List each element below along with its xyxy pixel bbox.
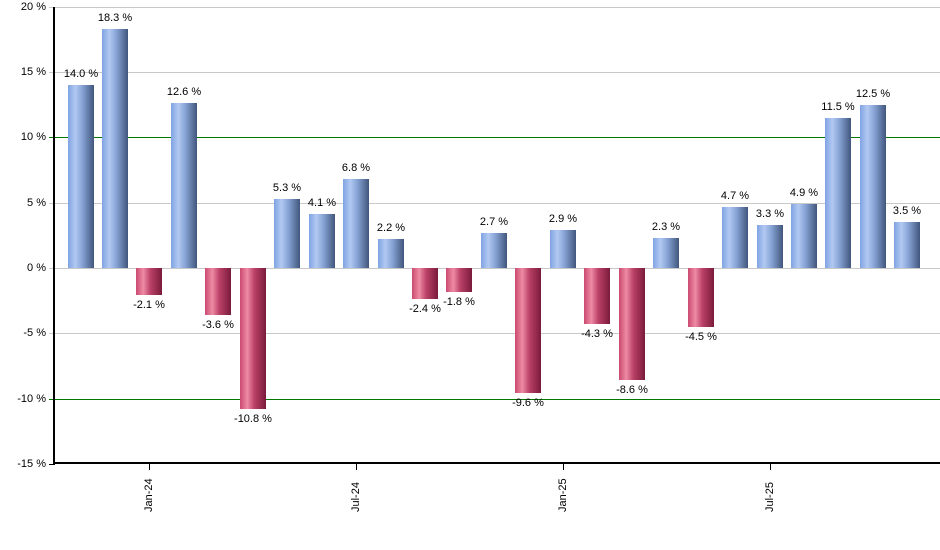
bar-value-label: 2.7 %: [479, 216, 509, 228]
bar-positive: [378, 239, 404, 268]
bar-value-label: 2.2 %: [376, 222, 406, 234]
bar-positive: [343, 179, 369, 268]
bar-negative: [205, 268, 231, 315]
x-axis-tick-label: Jan-24: [143, 478, 155, 512]
gridline: [49, 333, 940, 334]
bar-positive: [550, 230, 576, 268]
bar-value-label: 4.9 %: [789, 187, 819, 199]
x-axis-line: [53, 462, 940, 464]
bar-value-label: -9.6 %: [512, 397, 544, 409]
y-axis-tick-label: 10 %: [20, 131, 46, 143]
bar-positive: [68, 85, 94, 268]
bar-value-label: 2.9 %: [548, 213, 578, 225]
bar-value-label: -8.6 %: [616, 384, 648, 396]
bar-value-label: 11.5 %: [821, 101, 855, 113]
gridline: [49, 268, 940, 269]
bar-value-label: -3.6 %: [202, 319, 234, 331]
bar-value-label: 2.3 %: [651, 221, 681, 233]
y-axis-tick-label: 0 %: [27, 262, 46, 274]
bar-positive: [274, 199, 300, 268]
bar-value-label: -4.5 %: [685, 331, 717, 343]
bar-value-label: 12.5 %: [855, 88, 891, 100]
y-axis-tick-label: 20 %: [20, 1, 46, 13]
bar-positive: [309, 214, 335, 268]
bar-value-label: 18.3 %: [97, 12, 133, 24]
bar-negative: [240, 268, 266, 409]
x-axis-tick-label: Jul-24: [350, 482, 362, 512]
bar-value-label: 3.3 %: [755, 208, 785, 220]
y-axis-tick-label: 15 %: [20, 66, 46, 78]
bar-positive: [481, 233, 507, 268]
y-axis-tick-label: 5 %: [27, 197, 46, 209]
bar-negative: [412, 268, 438, 299]
bar-value-label: 5.3 %: [272, 182, 302, 194]
bar-value-label: 12.6 %: [166, 86, 202, 98]
bar-negative: [688, 268, 714, 327]
x-axis-tick-label: Jul-25: [764, 482, 776, 512]
bar-positive: [722, 207, 748, 268]
x-axis-tick: [149, 464, 150, 470]
bar-value-label: -1.8 %: [443, 296, 475, 308]
bar-value-label: -2.1 %: [133, 299, 165, 311]
bar-positive: [791, 204, 817, 268]
y-axis-tick-label: -10 %: [17, 393, 46, 405]
bar-value-label: -4.3 %: [581, 328, 613, 340]
y-axis-tick-label: -15 %: [17, 458, 46, 470]
bar-negative: [446, 268, 472, 292]
bar-negative: [515, 268, 541, 393]
bar-negative: [584, 268, 610, 324]
bar-positive: [102, 29, 128, 268]
bar-positive: [171, 103, 197, 268]
bar-negative: [619, 268, 645, 380]
gridline: [49, 7, 940, 8]
bar-value-label: 3.5 %: [892, 205, 922, 217]
bar-value-label: 14.0 %: [63, 68, 99, 80]
bar-negative: [136, 268, 162, 295]
bar-positive: [825, 118, 851, 268]
emphasis-gridline: [49, 137, 940, 138]
gridline: [49, 203, 940, 204]
x-axis-tick: [356, 464, 357, 470]
bar-positive: [860, 105, 886, 268]
bar-value-label: 4.1 %: [307, 197, 337, 209]
emphasis-gridline: [49, 399, 940, 400]
x-axis-tick: [770, 464, 771, 470]
bar-positive: [653, 238, 679, 268]
x-axis-tick: [563, 464, 564, 470]
y-axis-tick: [49, 464, 55, 465]
y-axis-tick-label: -5 %: [23, 327, 46, 339]
gridline: [49, 72, 940, 73]
bar-positive: [894, 222, 920, 268]
x-axis-tick-label: Jan-25: [557, 478, 569, 512]
bar-value-label: -10.8 %: [234, 413, 272, 425]
bar-value-label: -2.4 %: [409, 303, 441, 315]
y-axis-line: [53, 7, 55, 464]
bar-value-label: 4.7 %: [720, 190, 750, 202]
bar-positive: [757, 225, 783, 268]
bar-value-label: 6.8 %: [341, 162, 371, 174]
